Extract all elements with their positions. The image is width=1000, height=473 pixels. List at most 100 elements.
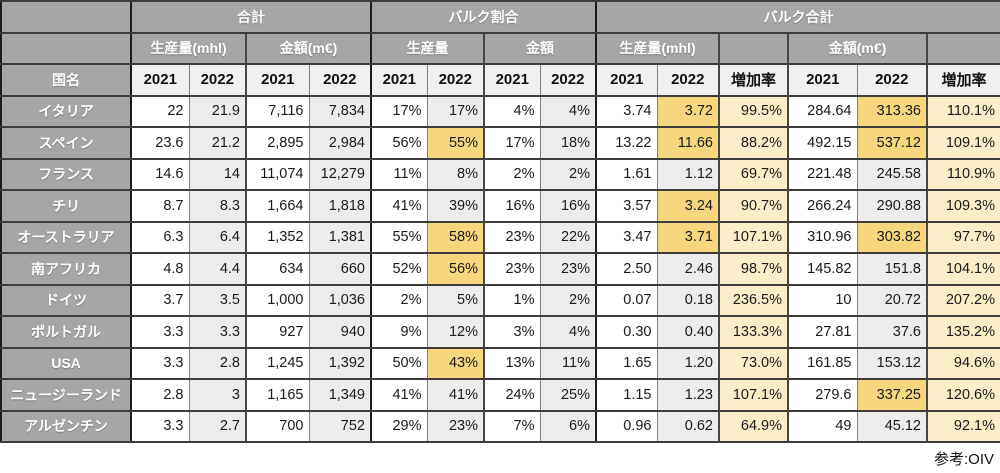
table-row: 南アフリカ 4.8 4.4 634 660 52% 56% 23% 23% 2.50 2.46 98.… [0, 252, 1000, 286]
data-cell: 0.96 [595, 409, 658, 443]
data-cell: 50% [370, 346, 428, 380]
data-cell: 0.40 [656, 315, 720, 349]
data-cell: 14 [188, 157, 247, 191]
year-header: 2022 [539, 63, 597, 97]
group-header-total: 合計 [130, 0, 372, 34]
data-cell: 99.5% [718, 94, 789, 128]
corner-cell-2 [0, 31, 132, 65]
data-cell: 22 [130, 94, 190, 128]
data-cell: 29% [370, 409, 428, 443]
data-cell: 21.2 [188, 126, 247, 160]
subheader-total-volume: 生産量(mhl) [130, 31, 247, 65]
data-cell: 64.9% [718, 409, 789, 443]
data-cell: 5% [426, 283, 485, 317]
data-cell: 13% [483, 346, 541, 380]
data-cell: 2% [483, 157, 541, 191]
growth-rate-header: 増加率 [926, 63, 1000, 97]
data-cell: 1,818 [308, 189, 372, 223]
data-cell: 4.4 [188, 252, 247, 286]
growth-rate-header: 増加率 [718, 63, 789, 97]
subheader-bulk-volume: 生産量(mhl) [595, 31, 720, 65]
data-cell: 11,074 [245, 157, 310, 191]
data-cell: 104.1% [926, 252, 1000, 286]
data-cell: 1.12 [656, 157, 720, 191]
country-column-header: 国名 [0, 63, 132, 97]
data-cell: 1,392 [308, 346, 372, 380]
group-header-bulk-total: バルク合計 [595, 0, 1000, 34]
country-cell: USA [0, 346, 132, 380]
data-cell: 1,036 [308, 283, 372, 317]
country-cell: オーストラリア [0, 220, 132, 254]
subheader-total-amount: 金額(m€) [245, 31, 372, 65]
data-cell: 236.5% [718, 283, 789, 317]
subheader-empty-2 [926, 31, 1000, 65]
subheader-ratio-volume: 生産量 [370, 31, 485, 65]
data-cell: 94.6% [926, 346, 1000, 380]
table-row: スペイン 23.6 21.2 2,895 2,984 56% 55% 17% 18% 13.22 1… [0, 126, 1000, 160]
data-cell: 56% [426, 252, 485, 286]
data-cell: 660 [308, 252, 372, 286]
data-cell: 23% [483, 252, 541, 286]
data-cell: 279.6 [787, 378, 858, 412]
data-cell: 73.0% [718, 346, 789, 380]
data-cell: 11% [539, 346, 597, 380]
data-cell: 2% [539, 157, 597, 191]
data-cell: 3.57 [595, 189, 658, 223]
year-header: 2021 [370, 63, 428, 97]
data-cell: 45.12 [856, 409, 928, 443]
data-cell: 56% [370, 126, 428, 160]
data-cell: 2% [370, 283, 428, 317]
subheader-empty-1 [718, 31, 789, 65]
data-cell: 266.24 [787, 189, 858, 223]
data-cell: 7% [483, 409, 541, 443]
data-cell: 23.6 [130, 126, 190, 160]
data-cell: 39% [426, 189, 485, 223]
data-cell: 1,349 [308, 378, 372, 412]
data-cell: 4.8 [130, 252, 190, 286]
subheader-bulk-amount: 金額(m€) [787, 31, 928, 65]
data-cell: 8.3 [188, 189, 247, 223]
country-cell: アルゼンチン [0, 409, 132, 443]
data-cell: 20.72 [856, 283, 928, 317]
data-cell: 927 [245, 315, 310, 349]
country-cell: ドイツ [0, 283, 132, 317]
data-cell: 23% [426, 409, 485, 443]
country-cell: ポルトガル [0, 315, 132, 349]
data-cell: 1,664 [245, 189, 310, 223]
data-cell: 6% [539, 409, 597, 443]
data-cell: 940 [308, 315, 372, 349]
data-cell: 0.62 [656, 409, 720, 443]
data-cell: 1.61 [595, 157, 658, 191]
data-cell: 6.4 [188, 220, 247, 254]
data-cell: 22% [539, 220, 597, 254]
data-cell: 110.1% [926, 94, 1000, 128]
data-cell: 303.82 [856, 220, 928, 254]
year-header: 2021 [245, 63, 310, 97]
data-cell: 1,165 [245, 378, 310, 412]
data-cell: 16% [539, 189, 597, 223]
year-header-row: 国名 2021 2022 2021 2022 2021 2022 2021 20… [0, 63, 1000, 97]
data-cell: 69.7% [718, 157, 789, 191]
data-cell: 492.15 [787, 126, 858, 160]
data-cell: 207.2% [926, 283, 1000, 317]
data-cell: 1.15 [595, 378, 658, 412]
data-cell: 1.65 [595, 346, 658, 380]
data-cell: 17% [370, 94, 428, 128]
data-cell: 90.7% [718, 189, 789, 223]
subheader-ratio-amount: 金額 [483, 31, 597, 65]
data-cell: 41% [426, 378, 485, 412]
data-cell: 120.6% [926, 378, 1000, 412]
subgroup-header-row: 生産量(mhl) 金額(m€) 生産量 金額 生産量(mhl) 金額(m€) [0, 31, 1000, 65]
table-row: フランス 14.6 14 11,074 12,279 11% 8% 2% 2% 1.61 1.12 6… [0, 157, 1000, 191]
data-cell: 107.1% [718, 220, 789, 254]
data-cell: 2% [539, 283, 597, 317]
table-row: USA 3.3 2.8 1,245 1,392 50% 43% 13% 11% 1.65 1.20 7… [0, 346, 1000, 380]
data-cell: 8.7 [130, 189, 190, 223]
data-cell: 634 [245, 252, 310, 286]
data-cell: 55% [370, 220, 428, 254]
data-cell: 313.36 [856, 94, 928, 128]
year-header: 2022 [856, 63, 928, 97]
data-cell: 109.3% [926, 189, 1000, 223]
data-cell: 221.48 [787, 157, 858, 191]
table-row: ドイツ 3.7 3.5 1,000 1,036 2% 5% 1% 2% 0.07 0.18 236.5… [0, 283, 1000, 317]
